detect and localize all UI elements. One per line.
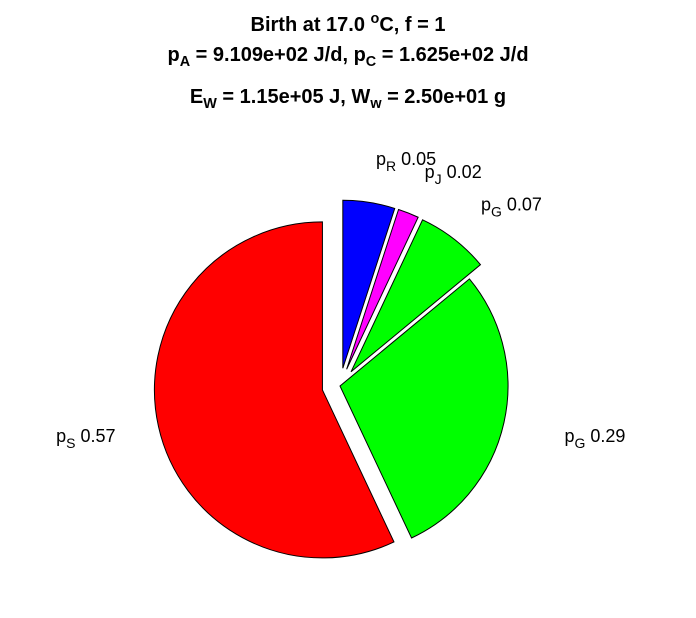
pie-slice-label-1: pJ 0.02 xyxy=(425,162,482,187)
pie-slice-3 xyxy=(339,278,509,539)
pie-slice-label-3: pG 0.29 xyxy=(564,426,625,451)
chart-title-line-2: pA = 9.109e+02 J/d, pC = 1.625e+02 J/d xyxy=(167,44,529,71)
pie-slice-label-2: pG 0.07 xyxy=(481,194,542,219)
pie-slice-label-4: pS 0.57 xyxy=(56,426,115,451)
pie-slice-4 xyxy=(153,221,395,559)
pie-slice-1 xyxy=(346,208,419,370)
pie-slice-0 xyxy=(342,199,396,369)
chart-title-line-1: Birth at 17.0 oC, f = 1 xyxy=(250,11,446,36)
pie-slice-2 xyxy=(350,219,482,373)
pie-slice-label-0: pR 0.05 xyxy=(376,149,436,174)
chart-title-line-3: EW = 1.15e+05 J, Ww = 2.50e+01 g xyxy=(189,86,507,113)
